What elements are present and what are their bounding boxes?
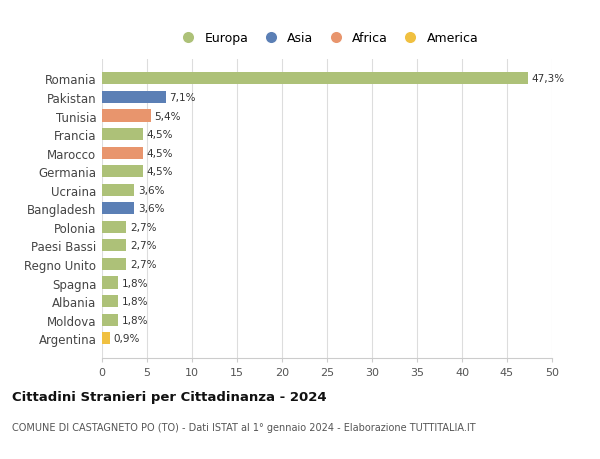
Bar [102, 166, 143, 178]
Bar [102, 332, 110, 344]
Bar [102, 221, 127, 233]
Legend: Europa, Asia, Africa, America: Europa, Asia, Africa, America [170, 27, 484, 50]
Text: Cittadini Stranieri per Cittadinanza - 2024: Cittadini Stranieri per Cittadinanza - 2… [12, 390, 326, 403]
Text: 7,1%: 7,1% [170, 93, 196, 103]
Bar [102, 314, 118, 326]
Bar [102, 110, 151, 122]
Text: 3,6%: 3,6% [138, 204, 164, 214]
Bar [102, 185, 134, 196]
Bar [102, 258, 127, 270]
Text: 0,9%: 0,9% [114, 333, 140, 343]
Bar [102, 296, 118, 308]
Bar [102, 240, 127, 252]
Text: 4,5%: 4,5% [146, 130, 173, 140]
Bar [102, 277, 118, 289]
Text: 1,8%: 1,8% [122, 278, 148, 288]
Text: 4,5%: 4,5% [146, 148, 173, 158]
Text: 1,8%: 1,8% [122, 315, 148, 325]
Text: 2,7%: 2,7% [130, 222, 157, 232]
Text: 2,7%: 2,7% [130, 259, 157, 269]
Bar [102, 73, 528, 85]
Text: 2,7%: 2,7% [130, 241, 157, 251]
Text: 47,3%: 47,3% [532, 74, 565, 84]
Bar [102, 147, 143, 159]
Bar [102, 203, 134, 215]
Text: COMUNE DI CASTAGNETO PO (TO) - Dati ISTAT al 1° gennaio 2024 - Elaborazione TUTT: COMUNE DI CASTAGNETO PO (TO) - Dati ISTA… [12, 422, 476, 432]
Bar [102, 129, 143, 141]
Text: 4,5%: 4,5% [146, 167, 173, 177]
Bar [102, 92, 166, 104]
Text: 5,4%: 5,4% [154, 111, 181, 121]
Text: 3,6%: 3,6% [138, 185, 164, 196]
Text: 1,8%: 1,8% [122, 297, 148, 307]
